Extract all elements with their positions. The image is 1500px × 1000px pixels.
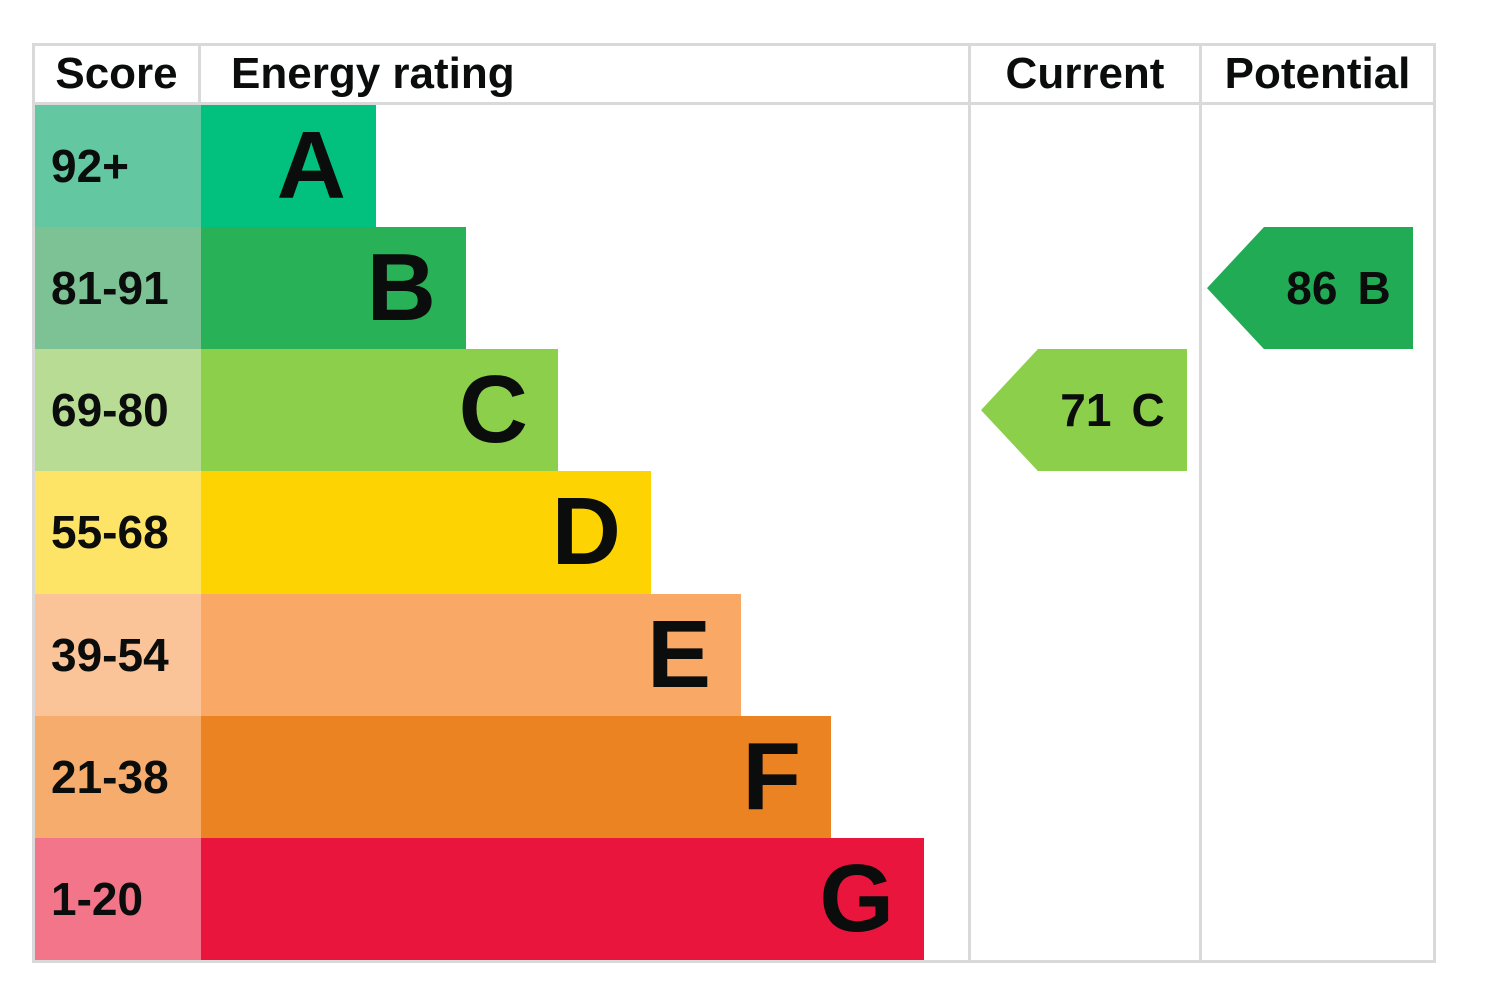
band-bar: C xyxy=(201,349,558,472)
current-rating-value: 71 xyxy=(1060,384,1112,437)
potential-rating-arrow: 86 B xyxy=(1207,227,1413,350)
band-row: 21-38 F xyxy=(35,715,968,838)
left-arrow-icon xyxy=(1207,227,1413,350)
rating-table: Score Energy rating Current Potential 92… xyxy=(32,43,1436,963)
band-letter: D xyxy=(551,478,621,586)
table-body: 92+ A 81-91 B 69-80 C 55-68 D 39-54 E 21… xyxy=(35,105,1433,960)
band-row: 39-54 E xyxy=(35,593,968,716)
band-letter: G xyxy=(819,844,894,952)
band-letter: C xyxy=(458,356,528,464)
table-header: Score Energy rating Current Potential xyxy=(35,46,1433,105)
band-row: 81-91 B xyxy=(35,227,968,350)
current-rating-letter: C xyxy=(1131,384,1165,437)
band-bar: D xyxy=(201,471,651,594)
band-score-range: 81-91 xyxy=(35,227,201,350)
band-row: 55-68 D xyxy=(35,471,968,594)
band-score-range: 55-68 xyxy=(35,471,201,594)
band-score-range: 92+ xyxy=(35,105,201,228)
band-score-range: 69-80 xyxy=(35,349,201,472)
header-current: Current xyxy=(968,46,1199,102)
header-potential: Potential xyxy=(1199,46,1433,102)
band-bar: G xyxy=(201,837,924,960)
band-score-range: 39-54 xyxy=(35,593,201,716)
bands-area: 92+ A 81-91 B 69-80 C 55-68 D 39-54 E 21… xyxy=(35,105,968,960)
current-rating-text: 71 C xyxy=(1038,349,1187,471)
band-bar: A xyxy=(201,105,376,228)
band-letter: F xyxy=(742,722,801,830)
current-rating-arrow: 71 C xyxy=(981,349,1187,472)
band-letter: E xyxy=(646,600,711,708)
band-letter: A xyxy=(276,112,346,220)
band-row: 92+ A xyxy=(35,105,968,228)
current-column: 71 C xyxy=(968,105,1199,960)
band-score-range: 1-20 xyxy=(35,837,201,960)
band-bar: B xyxy=(201,227,466,350)
band-row: 1-20 G xyxy=(35,837,968,960)
potential-rating-letter: B xyxy=(1357,262,1391,315)
band-bar: F xyxy=(201,715,831,838)
band-bar: E xyxy=(201,593,741,716)
potential-rating-text: 86 B xyxy=(1264,227,1413,349)
header-energy-rating: Energy rating xyxy=(231,49,515,98)
potential-rating-value: 86 xyxy=(1286,262,1338,315)
band-letter: B xyxy=(366,234,436,342)
band-row: 69-80 C xyxy=(35,349,968,472)
potential-column: 86 B xyxy=(1199,105,1433,960)
header-score: Score xyxy=(35,46,201,102)
band-score-range: 21-38 xyxy=(35,715,201,838)
left-arrow-icon xyxy=(981,349,1187,472)
